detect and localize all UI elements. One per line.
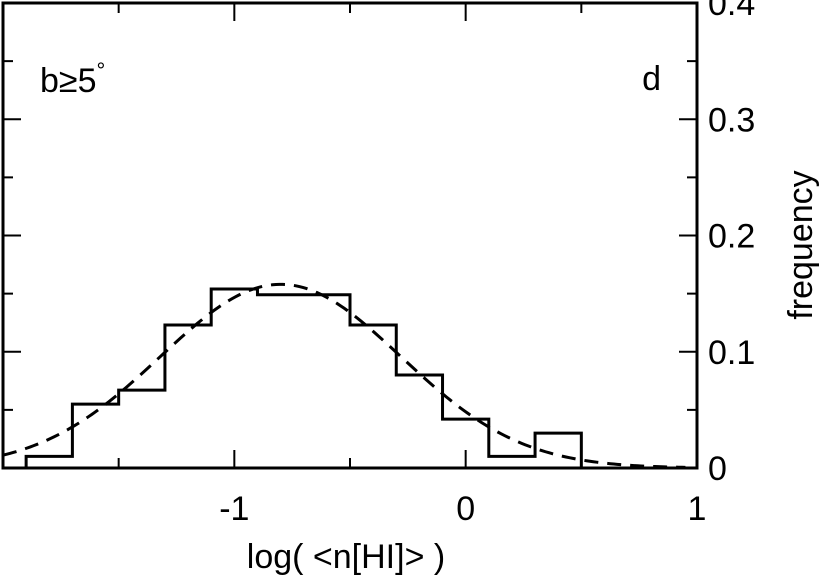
histogram-steps	[24, 287, 583, 468]
y-axis-label: frequency	[782, 170, 820, 319]
y-tick-label: 0	[708, 450, 727, 488]
gaussian-fit-series	[2, 282, 686, 469]
plot-frame	[1, 1, 699, 470]
x-tick-labels: -1 0 1	[219, 490, 706, 528]
x-axis-label: log( <n[HI]> )	[247, 538, 445, 576]
x-tick-label: 1	[688, 490, 707, 528]
gaussian-fit-curve	[2, 282, 686, 469]
histogram-series	[24, 287, 583, 468]
y-tick-label: 0.3	[708, 101, 755, 139]
y-tick-labels: 0 0.1 0.2 0.3 0.4	[708, 0, 755, 488]
y-tick-label: 0.1	[708, 334, 755, 372]
annotation-panel-letter: d	[642, 60, 661, 98]
y-tick-label: 0.2	[708, 218, 755, 256]
annotation-region: b≥5°	[40, 58, 105, 100]
y-tick-label: 0.4	[708, 0, 755, 23]
annotation-region-text: b≥5	[40, 62, 96, 100]
annotation-degree-symbol: °	[96, 58, 105, 83]
x-tick-label: 0	[456, 490, 475, 528]
axis-ticks	[2, 2, 698, 469]
x-tick-label: -1	[219, 490, 249, 528]
